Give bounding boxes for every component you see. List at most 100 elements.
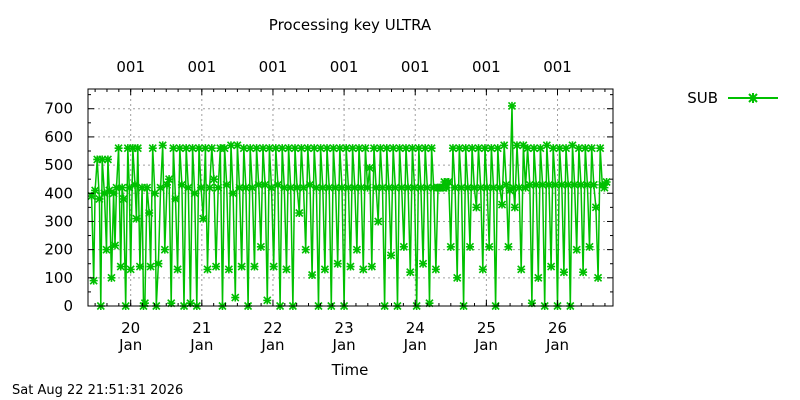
data-point — [485, 242, 494, 251]
data-point — [156, 183, 165, 192]
data-point — [167, 299, 176, 308]
data-point — [538, 180, 547, 189]
top-tick-label: 001 — [472, 58, 501, 76]
x-tick-label-26: 26 — [548, 319, 567, 337]
data-point — [114, 144, 123, 153]
data-point — [440, 177, 449, 187]
data-point — [171, 194, 180, 203]
data-point — [519, 141, 528, 150]
data-point — [145, 208, 154, 218]
x-tick-sublabel-25: Jan — [474, 336, 498, 354]
data-point — [235, 183, 244, 192]
data-point — [354, 144, 364, 153]
data-point — [271, 144, 280, 153]
data-point — [444, 177, 453, 187]
data-point — [416, 183, 425, 192]
data-point — [493, 144, 502, 153]
data-point — [146, 262, 155, 271]
x-tick-sublabel-20: Jan — [118, 336, 142, 354]
data-point — [425, 299, 434, 308]
data-point — [293, 183, 302, 192]
data-point — [123, 144, 132, 153]
data-point — [267, 183, 276, 192]
data-point — [448, 144, 458, 153]
x-tick-sublabel-21: Jan — [189, 336, 213, 354]
data-point — [357, 183, 366, 192]
data-point — [487, 144, 496, 153]
data-point — [119, 194, 128, 203]
data-point — [544, 180, 554, 189]
data-point — [224, 265, 233, 274]
legend-marker-sub — [748, 93, 758, 103]
data-point — [468, 144, 477, 153]
y-tick-label-0: 0 — [63, 297, 73, 315]
data-point — [500, 141, 509, 150]
data-point — [286, 183, 295, 192]
axes — [87, 88, 614, 307]
data-point — [570, 180, 579, 189]
data-point — [201, 144, 210, 153]
data-point — [150, 189, 159, 198]
footer-timestamp: Sat Aug 22 21:51:31 2026 — [12, 383, 183, 398]
data-point — [162, 180, 172, 189]
data-point — [237, 262, 246, 271]
y-tick-label-100: 100 — [44, 269, 73, 287]
data-point — [391, 183, 400, 192]
data-point — [463, 183, 472, 192]
data-point — [536, 144, 545, 153]
data-point — [451, 183, 460, 192]
data-point — [184, 183, 193, 192]
data-point — [112, 183, 121, 192]
data-point — [175, 144, 184, 153]
data-point — [231, 293, 240, 302]
data-point — [322, 144, 332, 153]
data-point — [295, 208, 304, 218]
data-point — [318, 183, 327, 192]
data-point — [273, 180, 283, 189]
data-point — [438, 183, 447, 192]
data-point — [140, 299, 149, 308]
y-tick-label-700: 700 — [44, 100, 73, 118]
data-point — [399, 242, 408, 251]
data-point — [352, 245, 361, 254]
data-point — [408, 144, 417, 153]
data-point — [551, 180, 560, 189]
data-point — [93, 155, 102, 164]
top-tick-label: 001 — [116, 58, 145, 76]
data-point — [404, 183, 413, 192]
data-point — [280, 183, 289, 192]
data-point — [527, 299, 536, 308]
data-point — [344, 183, 353, 192]
x-tick-sublabel-22: Jan — [260, 336, 284, 354]
data-point — [263, 296, 272, 305]
data-point — [107, 273, 116, 282]
data-point — [177, 180, 186, 189]
x-tick-label-25: 25 — [477, 319, 496, 337]
data-point — [233, 141, 242, 150]
y-tick-label-200: 200 — [44, 241, 73, 259]
data-point — [337, 183, 347, 192]
data-point — [126, 265, 135, 274]
data-point — [596, 144, 605, 153]
data-point — [376, 144, 385, 153]
data-point — [214, 183, 223, 192]
data-point — [190, 189, 199, 198]
data-point — [308, 270, 317, 280]
data-point — [137, 183, 147, 192]
data-point — [470, 183, 479, 192]
data-point — [103, 155, 112, 164]
data-point — [576, 180, 586, 189]
data-point — [229, 189, 238, 198]
data-point — [369, 144, 379, 153]
data-point — [512, 141, 522, 150]
data-point — [248, 183, 257, 192]
data-point — [335, 144, 344, 153]
data-point — [98, 155, 107, 164]
data-point — [534, 273, 543, 282]
data-point — [342, 144, 351, 153]
data-point — [173, 265, 182, 274]
data-point — [581, 144, 590, 153]
data-point — [203, 265, 212, 274]
data-point — [384, 183, 393, 192]
